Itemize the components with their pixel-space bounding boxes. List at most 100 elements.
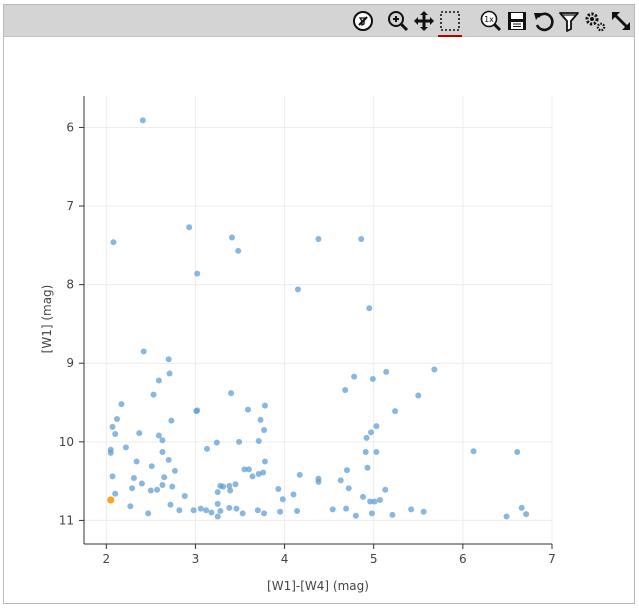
pan-icon[interactable]: [412, 9, 436, 33]
data-point[interactable]: [107, 449, 114, 456]
data-point[interactable]: [214, 513, 221, 520]
data-point[interactable]: [235, 247, 242, 254]
settings-icon[interactable]: [583, 9, 607, 33]
data-point[interactable]: [169, 483, 176, 490]
data-point[interactable]: [159, 482, 166, 489]
data-point[interactable]: [290, 491, 297, 498]
data-point[interactable]: [113, 416, 120, 423]
data-point[interactable]: [337, 477, 344, 484]
data-point[interactable]: [159, 437, 166, 444]
data-point[interactable]: [294, 286, 301, 293]
data-point[interactable]: [227, 487, 234, 494]
reset-icon[interactable]: [531, 9, 555, 33]
save-icon[interactable]: [505, 9, 529, 33]
data-point[interactable]: [261, 510, 268, 517]
data-point[interactable]: [260, 469, 267, 476]
data-point[interactable]: [127, 503, 134, 510]
data-point[interactable]: [166, 370, 173, 377]
data-point[interactable]: [503, 513, 510, 520]
data-point[interactable]: [296, 471, 303, 478]
data-point[interactable]: [129, 485, 136, 492]
data-point[interactable]: [136, 430, 143, 437]
data-point[interactable]: [245, 466, 252, 473]
data-point[interactable]: [165, 356, 172, 363]
data-point[interactable]: [150, 391, 157, 398]
zoom-1x-icon[interactable]: 1x: [479, 9, 503, 33]
data-point[interactable]: [275, 485, 282, 492]
data-point[interactable]: [241, 466, 248, 473]
data-point[interactable]: [279, 496, 286, 503]
data-point[interactable]: [345, 485, 352, 492]
data-point[interactable]: [315, 236, 322, 243]
data-point[interactable]: [147, 487, 154, 494]
data-point[interactable]: [389, 511, 396, 518]
filter-icon[interactable]: [557, 9, 581, 33]
data-point[interactable]: [366, 305, 373, 312]
expand-icon[interactable]: [609, 9, 633, 33]
data-point[interactable]: [369, 375, 376, 382]
data-point[interactable]: [368, 429, 375, 436]
data-point[interactable]: [255, 438, 262, 445]
data-point[interactable]: [277, 508, 284, 515]
data-point[interactable]: [112, 490, 119, 497]
data-point[interactable]: [214, 500, 221, 507]
data-point[interactable]: [342, 386, 349, 393]
data-point[interactable]: [204, 445, 211, 452]
zoom-in-icon[interactable]: [386, 9, 410, 33]
data-point[interactable]: [171, 467, 178, 474]
data-point[interactable]: [360, 493, 367, 500]
data-point[interactable]: [217, 507, 224, 514]
data-point[interactable]: [112, 430, 119, 437]
data-point[interactable]: [245, 406, 252, 413]
data-point[interactable]: [213, 439, 220, 446]
data-point[interactable]: [367, 498, 374, 505]
data-point[interactable]: [155, 432, 162, 439]
data-point[interactable]: [203, 507, 210, 514]
data-point[interactable]: [261, 402, 268, 409]
data-point[interactable]: [376, 496, 383, 503]
data-point[interactable]: [190, 507, 197, 514]
data-point[interactable]: [186, 224, 193, 231]
data-point[interactable]: [358, 236, 365, 243]
data-point[interactable]: [329, 506, 336, 513]
clear-selection-icon[interactable]: [351, 9, 375, 33]
data-point[interactable]: [228, 390, 235, 397]
data-point[interactable]: [165, 456, 172, 463]
data-point[interactable]: [176, 507, 183, 514]
data-point[interactable]: [343, 505, 350, 512]
data-point[interactable]: [371, 498, 378, 505]
data-point[interactable]: [254, 507, 261, 514]
data-point[interactable]: [214, 489, 221, 496]
data-point[interactable]: [110, 239, 117, 246]
data-point[interactable]: [159, 449, 166, 456]
data-point[interactable]: [368, 510, 375, 517]
data-point[interactable]: [239, 510, 246, 517]
data-point[interactable]: [431, 366, 438, 373]
data-point[interactable]: [148, 463, 155, 470]
data-point[interactable]: [294, 507, 301, 514]
data-point[interactable]: [236, 438, 243, 445]
data-point[interactable]: [249, 473, 256, 480]
data-point[interactable]: [197, 505, 204, 512]
data-point[interactable]: [167, 501, 174, 508]
data-point[interactable]: [351, 373, 358, 380]
data-point[interactable]: [373, 423, 380, 430]
data-point[interactable]: [232, 481, 239, 488]
data-point[interactable]: [392, 408, 399, 415]
data-point[interactable]: [155, 377, 162, 384]
data-point[interactable]: [122, 444, 129, 451]
data-point[interactable]: [470, 448, 477, 455]
data-point[interactable]: [138, 480, 145, 487]
data-point[interactable]: [130, 474, 137, 481]
box-select-icon[interactable]: [438, 9, 462, 37]
data-point[interactable]: [383, 368, 390, 375]
data-point[interactable]: [208, 509, 215, 516]
data-point[interactable]: [343, 467, 350, 474]
data-point[interactable]: [226, 482, 233, 489]
data-point[interactable]: [261, 427, 268, 434]
data-point[interactable]: [226, 504, 233, 511]
data-point[interactable]: [145, 510, 152, 517]
data-point[interactable]: [220, 483, 227, 490]
data-point[interactable]: [193, 408, 200, 415]
